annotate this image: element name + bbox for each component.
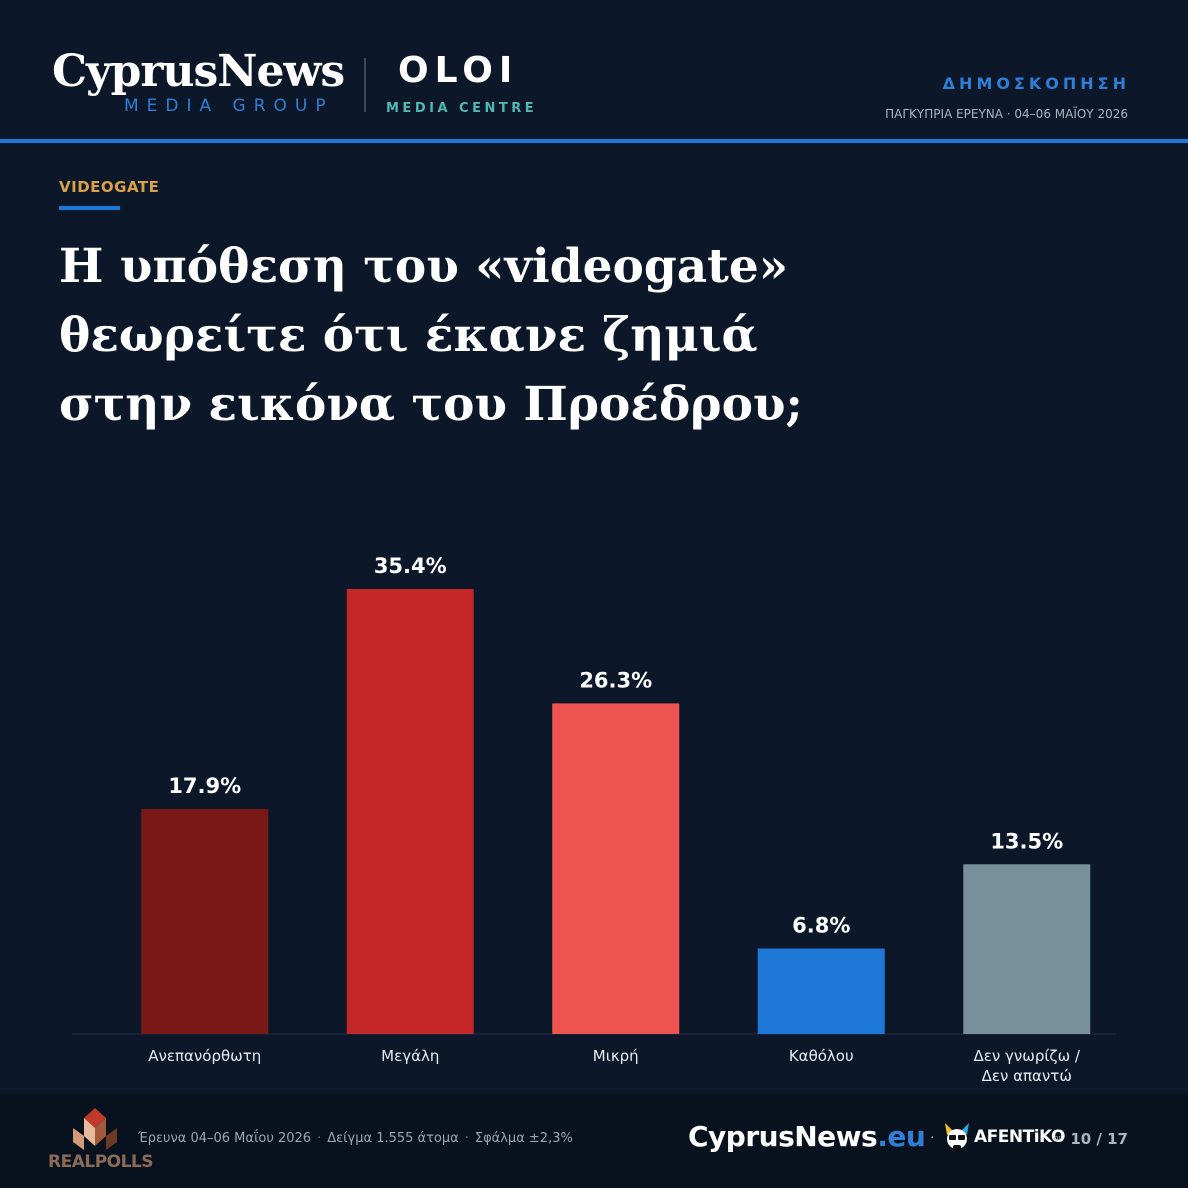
afentiko-dog-icon: [945, 1123, 969, 1151]
bar: [552, 703, 680, 1034]
page-title: Η υπόθεση του «videogate» θεωρείτε ότι έ…: [59, 232, 859, 439]
bar: [346, 589, 474, 1034]
category-label: Μεγάλη: [381, 1047, 439, 1065]
category-label: Δεν απαντώ: [982, 1067, 1072, 1085]
survey-error: Σφάλμα ±2,3%: [474, 1131, 573, 1146]
footer: [0, 1094, 1188, 1188]
data-label: 26.3%: [579, 668, 652, 692]
bar: [141, 808, 269, 1034]
bar: [757, 948, 885, 1034]
brand-logo-subtitle: MEDIA GROUP: [124, 96, 334, 116]
footer-site-tld: .eu: [877, 1120, 926, 1153]
survey-line: ΠΑΓΚΥΠΡΙΑ ΕΡΕΥΝΑ · 04–06 ΜΑΪΟΥ 2026: [885, 107, 1128, 121]
survey-sample: Δείγμα 1.555 άτομα: [327, 1131, 459, 1146]
title-line: Η υπόθεση του «videogate»: [59, 239, 789, 294]
footer-site-logo: CyprusNews.eu: [688, 1120, 926, 1153]
survey-meta: Έρευνα 04–06 Μαΐου 2026 · Δείγμα 1.555 άτο…: [138, 1131, 573, 1146]
tag-underline: [59, 206, 120, 210]
brand-logo-cyprusnews: CyprusNews: [52, 46, 345, 97]
realpolls-logo-icon: [73, 1108, 117, 1150]
page-counter: 10 / 17: [1070, 1130, 1128, 1148]
category-label: Καθόλου: [789, 1047, 854, 1065]
title-line: θεωρείτε ότι έκανε ζημιά: [59, 308, 758, 363]
data-label: 17.9%: [168, 774, 241, 798]
footer-site-name: CyprusNews: [688, 1120, 878, 1153]
data-label: 13.5%: [990, 829, 1063, 853]
section-kicker: ΔΗΜΟΣΚΟΠΗΣΗ: [942, 74, 1130, 93]
realpolls-logo-wordmark: REALPOLLS: [48, 1152, 154, 1172]
data-label: 35.4%: [374, 554, 447, 578]
title-line: στην εικόνα του Προέδρου;: [59, 377, 803, 432]
category-label: Ανεπανόρθωτη: [148, 1047, 261, 1065]
bar-chart: 17.9% Ανεπανόρθωτη 35.4% Μεγάλη 26.3% Μικρή 6.…: [72, 554, 1116, 1085]
data-label: 6.8%: [792, 914, 850, 938]
brand-logo-oloi-subtitle: MEDIA CENTRE: [386, 101, 538, 116]
partner-logo-sub: gr: [1054, 1134, 1062, 1142]
bar: [963, 864, 1091, 1034]
footer-separator: ·: [930, 1130, 935, 1146]
brand-divider: [364, 58, 366, 112]
survey-dates: Έρευνα 04–06 Μαΐου 2026: [138, 1131, 312, 1146]
topic-tag: VIDEOGATE: [59, 178, 160, 196]
category-label: Δεν γνωρίζω /: [974, 1047, 1081, 1065]
brand-logo-oloi: OLOI: [398, 50, 519, 91]
header-rule: [0, 139, 1188, 143]
header: CyprusNews MEDIA GROUP OLOI MEDIA CENTRE…: [0, 0, 1188, 143]
partner-logo: AFENTiKO: [974, 1127, 1065, 1147]
category-label: Μικρή: [593, 1047, 639, 1065]
